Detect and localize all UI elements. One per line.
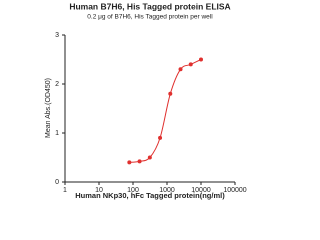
x-tick-label: 100	[127, 187, 139, 194]
x-axis-label: Human NKp30, hFc Tagged protein(ng/ml)	[75, 191, 225, 200]
y-tick-label: 3	[55, 32, 59, 39]
chart-title: Human B7H6, His Tagged protein ELISA	[69, 1, 230, 11]
chart-subtitle: 0.2 μg of B7H6, His Tagged protein per w…	[87, 14, 213, 21]
data-point	[168, 91, 173, 96]
data-point	[199, 57, 203, 62]
y-tick-label: 2	[55, 81, 59, 88]
data-point	[188, 62, 193, 67]
y-axis-label: Mean Abs.(OD450)	[45, 78, 52, 138]
chart: Human B7H6, His Tagged protein ELISA 0.2…	[45, 1, 247, 200]
data-point	[178, 67, 183, 72]
data-point	[147, 155, 152, 160]
x-tick-label: 10000	[191, 187, 211, 194]
y-tick-label: 0	[55, 179, 59, 186]
y-tick-label: 1	[55, 130, 59, 137]
data-point	[137, 159, 142, 164]
x-tick-label: 10	[95, 187, 103, 194]
x-tick-label: 1000	[159, 187, 175, 194]
curve	[129, 59, 202, 163]
x-tick-label: 100000	[223, 187, 246, 194]
x-tick-label: 1	[63, 187, 67, 194]
data-point	[158, 135, 163, 140]
data-point	[127, 160, 132, 165]
